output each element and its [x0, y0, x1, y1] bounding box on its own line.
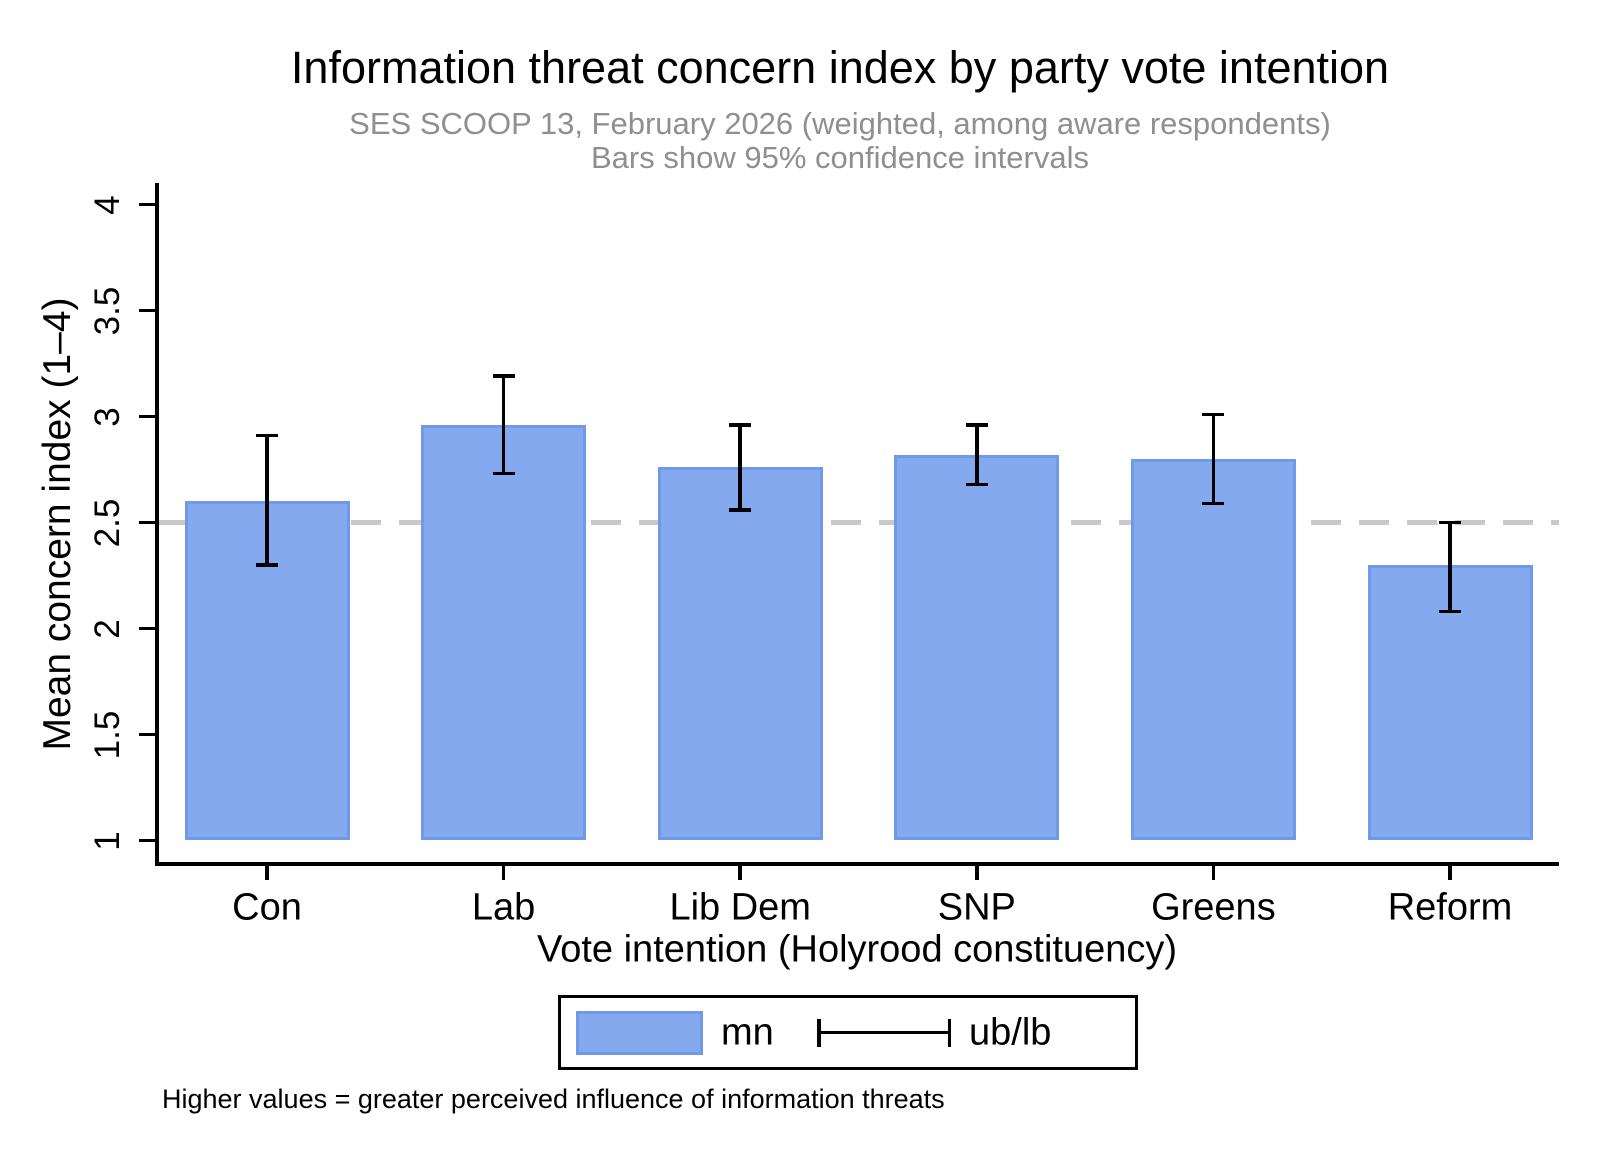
errorbar-upper-cap	[729, 423, 752, 427]
reference-line-2-5	[158, 520, 1559, 525]
errorbar-line	[501, 376, 506, 474]
errorbar-line	[265, 435, 269, 565]
errorbar-lower-cap	[1202, 501, 1225, 506]
y-axis-tick	[139, 414, 155, 419]
x-axis-tick-label: Greens	[1151, 886, 1276, 929]
errorbar-line	[738, 424, 742, 510]
x-axis-tick	[1211, 865, 1216, 880]
x-axis-tick	[975, 865, 979, 880]
chart-footnote: Higher values = greater perceived influe…	[162, 1084, 945, 1114]
errorbar-upper-cap	[492, 374, 515, 378]
bar-snp	[894, 454, 1060, 841]
x-axis-tick-label: Reform	[1387, 886, 1513, 929]
x-axis-tick	[738, 865, 742, 880]
errorbar-upper-cap	[965, 423, 988, 427]
errorbar-upper-cap	[1202, 412, 1225, 417]
legend: mn ub/lb	[558, 995, 1138, 1070]
y-axis-tick-label: 2.5	[88, 498, 127, 547]
y-axis-tick	[139, 308, 155, 313]
errorbar-lower-cap	[729, 508, 752, 512]
chart-title: Information threat concern index by part…	[290, 42, 1390, 93]
y-axis-tick-label: 3	[88, 406, 127, 427]
legend-label-bounds: ub/lb	[969, 1011, 1052, 1053]
errorbar-upper-cap	[1439, 520, 1461, 525]
legend-bar-swatch	[576, 1011, 703, 1055]
x-axis-line	[155, 862, 1559, 866]
errorbar-right-cap	[947, 1018, 951, 1047]
y-axis-title: Mean concern index (1–4)	[36, 297, 79, 751]
x-axis-title: Vote intention (Holyrood constituency)	[536, 928, 1178, 971]
x-axis-tick	[1448, 865, 1452, 880]
x-axis-tick	[265, 865, 269, 880]
bar-greens	[1130, 458, 1296, 841]
y-axis-tick-label: 3.5	[88, 286, 127, 335]
x-axis-tick-label: Lib Dem	[669, 886, 811, 929]
errorbar-line	[975, 424, 979, 485]
y-axis-tick-label: 2	[88, 618, 127, 639]
x-axis-tick-label: Lab	[471, 886, 536, 929]
x-axis-tick	[501, 865, 506, 880]
y-axis-tick-label: 1	[88, 830, 127, 851]
y-axis-line	[155, 183, 159, 865]
legend-label-mean: mn	[721, 1011, 774, 1053]
errorbar-lower-cap	[492, 471, 515, 476]
bar-lib-dem	[657, 467, 823, 841]
y-axis-tick	[139, 626, 155, 631]
chart-subtitle-source: SES SCOOP 13, February 2026 (weighted, a…	[349, 106, 1331, 141]
legend-errorbar-icon	[817, 1018, 951, 1047]
y-axis-tick	[139, 520, 155, 525]
plot-area: 1 1.5 2 2.5 3 3.5 4 Con Lab Lib Dem SNP Greens Refor…	[88, 183, 1559, 929]
errorbar-lower-cap	[256, 563, 278, 567]
x-axis-tick-label: SNP	[937, 886, 1016, 929]
chart-subtitle-ci-note: Bars show 95% confidence intervals	[591, 140, 1089, 175]
errorbar-upper-cap	[256, 433, 278, 438]
x-axis-tick-label: Con	[232, 886, 302, 929]
errorbar-line	[817, 1030, 951, 1034]
y-axis-tick	[139, 838, 155, 843]
errorbar-lower-cap	[1439, 609, 1461, 614]
errorbar-line	[1211, 414, 1216, 504]
errorbar-line	[1448, 522, 1452, 612]
bar-lab	[421, 424, 587, 841]
y-axis-tick	[139, 202, 155, 207]
y-axis-tick	[139, 732, 155, 737]
y-axis-tick-label: 4	[88, 194, 127, 215]
y-axis-tick-label: 1.5	[88, 710, 127, 759]
errorbar-lower-cap	[965, 482, 988, 487]
